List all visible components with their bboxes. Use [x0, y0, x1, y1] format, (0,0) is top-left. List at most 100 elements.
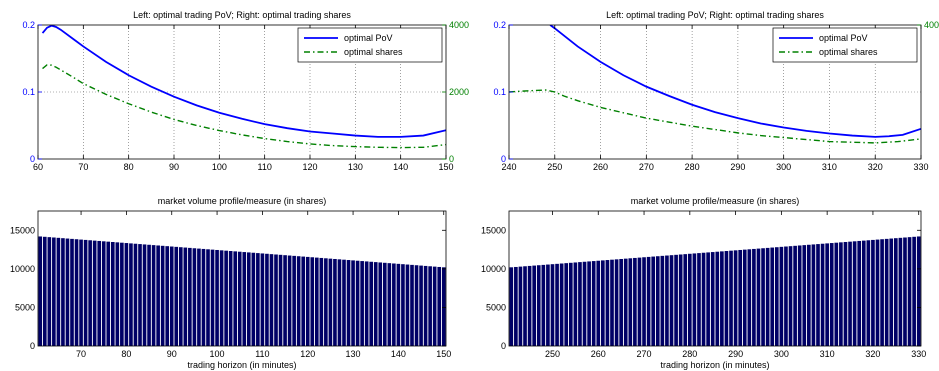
- bar-chart-1: 70 80 90 100 110 120 130 140 150 0 5000 10000 15000 m…: [10, 196, 451, 370]
- legend-box: [772, 27, 918, 63]
- bar: [509, 267, 514, 346]
- bar: [907, 237, 912, 346]
- bar: [124, 243, 129, 346]
- bar: [178, 247, 183, 346]
- bar: [373, 262, 378, 346]
- bar: [861, 240, 866, 346]
- series-line-optimal-pov: [41, 25, 446, 138]
- bar: [573, 262, 578, 346]
- bar: [678, 254, 683, 346]
- bar: [646, 256, 651, 346]
- bar: [701, 252, 706, 346]
- bar: [237, 251, 242, 346]
- x-tick-label: 250: [545, 349, 560, 359]
- legend-box: [297, 27, 443, 63]
- bar: [829, 243, 834, 346]
- bar: [514, 266, 518, 346]
- x-tick-label: 270: [639, 162, 654, 172]
- bar: [802, 245, 807, 346]
- bar: [587, 261, 591, 346]
- bar: [518, 266, 523, 346]
- bar: [843, 242, 848, 346]
- bar: [559, 263, 564, 346]
- bar: [610, 259, 614, 346]
- bar: [733, 250, 738, 346]
- x-tick-label: 110: [255, 349, 269, 359]
- bar: [74, 239, 79, 346]
- x-tick-label: 250: [547, 162, 562, 172]
- x-tick-label: 150: [438, 162, 453, 172]
- bar: [582, 261, 587, 346]
- bar: [228, 251, 233, 346]
- bar: [825, 243, 829, 346]
- bar: [893, 238, 898, 346]
- bar: [419, 265, 423, 346]
- y-tick-label: 0: [501, 154, 506, 164]
- bar: [423, 265, 428, 346]
- bars: [509, 236, 921, 346]
- y-tick-label: 5000: [486, 302, 506, 312]
- x-tick-label: 290: [730, 162, 745, 172]
- bar: [884, 238, 889, 346]
- x-tick-label: 280: [685, 162, 700, 172]
- x-tick-label: 260: [593, 162, 608, 172]
- bar: [715, 251, 720, 346]
- bar: [628, 258, 633, 346]
- bar: [224, 250, 228, 346]
- bar: [92, 240, 97, 346]
- legend: optimal PoV optimal shares: [772, 27, 918, 63]
- bar: [364, 261, 369, 346]
- bar: [756, 248, 761, 346]
- x-tick-label: 320: [868, 162, 883, 172]
- x-axis-label: trading horizon (in minutes): [660, 360, 769, 370]
- bar: [183, 247, 188, 346]
- bar: [568, 262, 573, 346]
- y-tick-label: 5000: [15, 302, 35, 312]
- bar: [428, 266, 432, 346]
- bar: [692, 253, 697, 346]
- bar: [88, 240, 92, 346]
- bar: [614, 259, 619, 346]
- bar: [912, 236, 916, 346]
- bar: [129, 243, 133, 346]
- x-axis-label: trading horizon (in minutes): [187, 360, 296, 370]
- x-tick-label: 240: [501, 162, 516, 172]
- bar: [42, 236, 47, 346]
- y-tick-label: 0.1: [22, 87, 35, 97]
- x-tick-label: 310: [820, 349, 835, 359]
- bar: [619, 258, 623, 346]
- x-tick-label: 140: [393, 162, 408, 172]
- bar: [710, 252, 715, 346]
- bar: [642, 257, 646, 346]
- x-tick-label: 300: [774, 349, 789, 359]
- bar: [346, 260, 351, 346]
- bar: [784, 246, 788, 346]
- bar: [889, 238, 894, 346]
- bar: [392, 263, 396, 346]
- x-tick-label: 70: [78, 162, 88, 172]
- bar: [355, 260, 360, 346]
- bar: [269, 254, 274, 346]
- bar: [147, 244, 151, 346]
- bar: [401, 264, 405, 346]
- bar: [337, 259, 342, 346]
- bar: [165, 246, 170, 346]
- y-tick-label: 15000: [481, 225, 506, 235]
- bar: [387, 263, 392, 346]
- bar: [857, 240, 862, 346]
- bar: [605, 260, 610, 346]
- chart-title: Left: optimal trading PoV; Right: optima…: [606, 10, 824, 20]
- bar: [852, 241, 857, 346]
- bars: [38, 236, 446, 346]
- x-tick-label: 120: [302, 162, 317, 172]
- bar: [405, 264, 410, 346]
- bar: [724, 251, 729, 346]
- bar-chart-2: 250 260 270 280 290 300 310 320 330 0 5000 10000 150…: [481, 196, 926, 370]
- bar: [333, 258, 337, 346]
- bar: [793, 245, 797, 346]
- bar: [687, 253, 692, 346]
- bar: [720, 251, 724, 346]
- bar: [292, 255, 296, 346]
- bar: [265, 253, 269, 346]
- x-tick-label: 150: [436, 349, 451, 359]
